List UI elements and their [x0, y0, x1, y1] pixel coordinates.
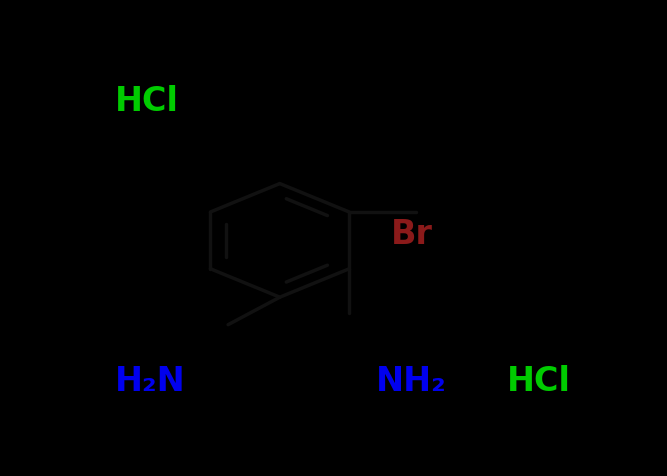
Text: NH₂: NH₂ [376, 365, 446, 398]
Text: Br: Br [391, 218, 433, 251]
Text: HCl: HCl [508, 365, 571, 398]
Text: HCl: HCl [115, 85, 178, 118]
Text: H₂N: H₂N [115, 365, 185, 398]
